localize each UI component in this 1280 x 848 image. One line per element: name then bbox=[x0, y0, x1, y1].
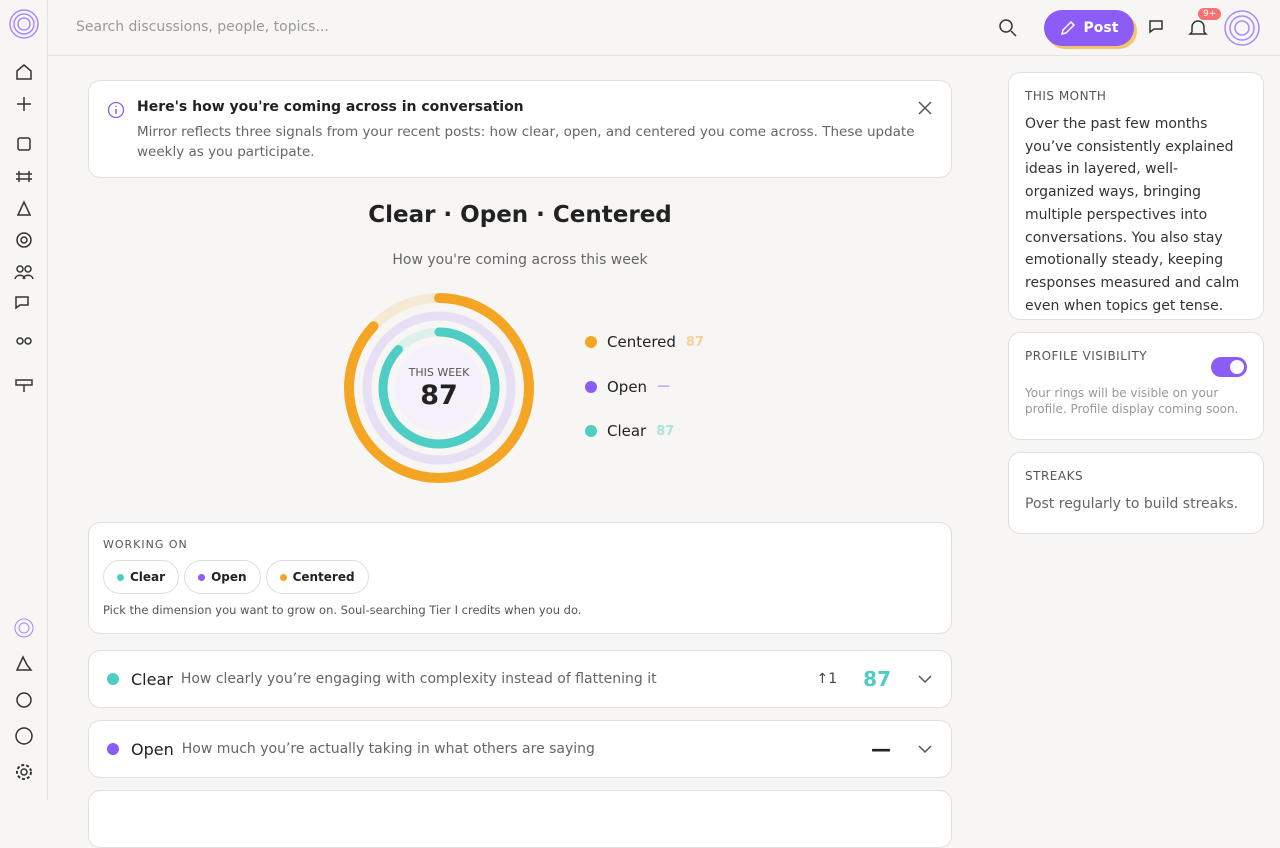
dimension-score: — bbox=[871, 737, 891, 761]
legend-value: 87 bbox=[685, 334, 704, 350]
banner-title: Here's how you're coming across in conve… bbox=[137, 99, 524, 115]
legend-dot bbox=[585, 336, 597, 348]
dimension-row[interactable]: Clear How clearly you’re engaging with co… bbox=[88, 650, 952, 708]
nav-icon[interactable] bbox=[14, 294, 34, 314]
dimension-dot bbox=[107, 673, 119, 685]
ring-arc bbox=[344, 293, 534, 483]
legend-item: Open — bbox=[585, 378, 670, 396]
ring-center bbox=[395, 344, 483, 432]
mirror-subtitle: How you're coming across this week bbox=[392, 252, 648, 268]
card-label: PROFILE VISIBILITY bbox=[1025, 349, 1148, 363]
legend-item: Clear 87 bbox=[585, 422, 674, 440]
ring-track bbox=[362, 311, 516, 465]
chip-label: Clear bbox=[130, 570, 166, 584]
chevron-path bbox=[918, 675, 932, 684]
banner-body: Mirror reflects three signals from your … bbox=[137, 124, 915, 160]
chip-row: Clear Open Centered bbox=[103, 560, 374, 594]
expand-chevron[interactable] bbox=[917, 741, 933, 757]
legend-value: 87 bbox=[656, 423, 675, 439]
settings-icon[interactable] bbox=[14, 762, 34, 782]
bell-icon[interactable] bbox=[1188, 18, 1208, 38]
dimension-description: How clearly you’re engaging with complex… bbox=[180, 671, 657, 687]
nav-icon[interactable] bbox=[14, 134, 34, 154]
nav-icon[interactable] bbox=[14, 334, 34, 354]
home-icon[interactable] bbox=[14, 62, 34, 82]
center-value: 87 bbox=[420, 380, 458, 411]
ring-arc bbox=[378, 327, 500, 449]
working-on-card: WORKING ON Clear Open Centered Pick the di… bbox=[88, 522, 952, 634]
card-body: Over the past few months you’ve consiste… bbox=[1025, 116, 1240, 314]
card-label: THIS MONTH bbox=[1025, 89, 1107, 103]
legend-name: Clear bbox=[607, 422, 647, 440]
nav-icon[interactable] bbox=[14, 198, 34, 218]
help-icon[interactable] bbox=[14, 726, 34, 746]
dimension-name: Open bbox=[131, 739, 174, 759]
legend-dot bbox=[585, 380, 597, 393]
chevron-path bbox=[918, 745, 932, 754]
add-icon[interactable] bbox=[14, 94, 34, 114]
post-button[interactable]: Post bbox=[1044, 10, 1134, 46]
info-banner: Here's how you're coming across in conve… bbox=[88, 80, 952, 178]
toggle-knob bbox=[1230, 360, 1244, 374]
card-label: STREAKS bbox=[1025, 469, 1084, 483]
dimension-row[interactable] bbox=[88, 790, 952, 848]
nav-icon[interactable] bbox=[14, 618, 34, 638]
chip[interactable]: Open bbox=[184, 560, 261, 594]
this-month-card: THIS MONTH Over the past few months you’… bbox=[1008, 72, 1264, 320]
side-nav bbox=[0, 0, 48, 800]
visibility-card: PROFILE VISIBILITY Your rings will be vi… bbox=[1008, 332, 1264, 440]
chip-dot bbox=[198, 573, 206, 581]
chip-dot bbox=[279, 573, 287, 581]
chip-dot bbox=[117, 573, 124, 581]
chip[interactable]: Centered bbox=[265, 560, 369, 594]
dimension-description: How much you’re actually taking in what … bbox=[181, 741, 595, 757]
legend-name: Centered bbox=[607, 333, 676, 351]
working-on-note: Pick the dimension you want to grow on. … bbox=[103, 603, 582, 617]
nav-icon[interactable] bbox=[14, 654, 34, 674]
nav-icon[interactable] bbox=[14, 230, 34, 250]
post-label: Post bbox=[1083, 20, 1119, 36]
nav-icon[interactable] bbox=[14, 166, 34, 186]
mirror-title: Clear · Open · Centered bbox=[368, 202, 672, 228]
rings-chart: THIS WEEK 87 bbox=[344, 293, 534, 483]
avatar[interactable] bbox=[1224, 10, 1260, 46]
card-body: Your rings will be visible on your profi… bbox=[1025, 386, 1239, 416]
chip-label: Open bbox=[211, 570, 247, 584]
logo[interactable] bbox=[8, 8, 40, 40]
legend-dot bbox=[585, 425, 597, 437]
card-body: Post regularly to build streaks. bbox=[1025, 496, 1239, 512]
legend-name: Open bbox=[607, 377, 648, 396]
chip[interactable]: Clear bbox=[103, 560, 180, 594]
notification-badge: 9+ bbox=[1198, 8, 1222, 20]
streaks-card: STREAKS Post regularly to build streaks. bbox=[1008, 452, 1264, 534]
search-icon[interactable] bbox=[998, 18, 1018, 38]
dimension-row[interactable]: Open How much you’re actually taking in w… bbox=[88, 720, 952, 778]
visibility-toggle[interactable] bbox=[1211, 357, 1247, 377]
pen-icon bbox=[1060, 20, 1075, 36]
top-bar: Search discussions, people, topics... Po… bbox=[48, 0, 1280, 56]
legend-value: — bbox=[657, 379, 671, 394]
working-on-label: WORKING ON bbox=[103, 538, 188, 551]
nav-icon[interactable] bbox=[14, 374, 34, 394]
messages-icon[interactable] bbox=[1148, 18, 1168, 38]
search-input[interactable]: Search discussions, people, topics... bbox=[76, 19, 329, 35]
dimension-score: 87 bbox=[863, 667, 891, 691]
dimension-name: Clear bbox=[131, 669, 173, 689]
center-label: THIS WEEK bbox=[408, 366, 470, 379]
expand-chevron[interactable] bbox=[917, 671, 933, 687]
dimension-trend: ↑1 bbox=[816, 671, 838, 687]
nav-icon[interactable] bbox=[14, 690, 34, 710]
legend-item: Centered 87 bbox=[585, 333, 704, 351]
info-icon bbox=[107, 101, 125, 119]
dimension-dot bbox=[107, 743, 119, 755]
chip-label: Centered bbox=[292, 570, 355, 584]
nav-icon[interactable] bbox=[14, 262, 34, 282]
close-button[interactable] bbox=[917, 100, 933, 116]
